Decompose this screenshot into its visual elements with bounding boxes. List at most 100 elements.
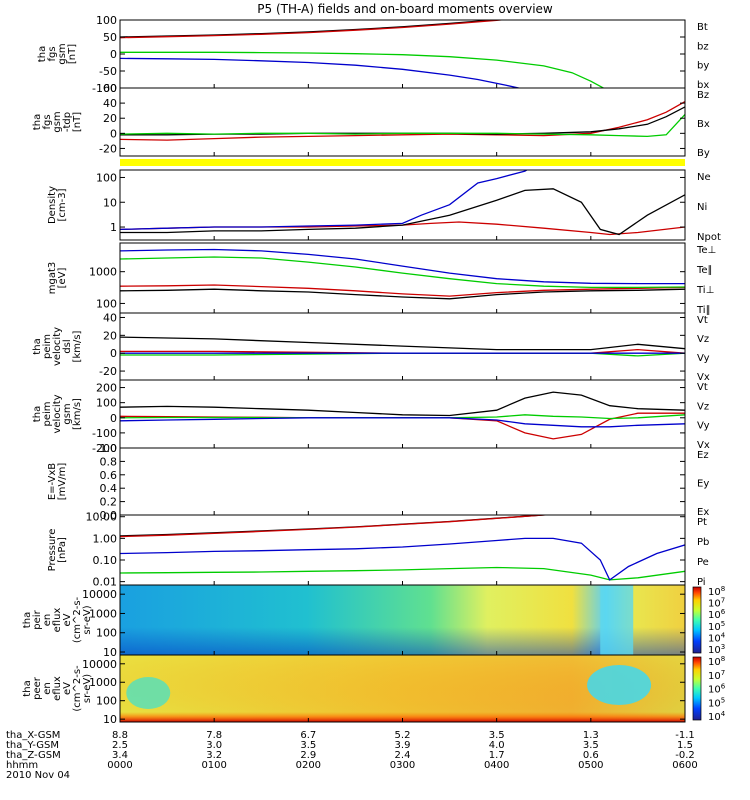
y-tick-label: 0 [110,127,117,140]
y-tick-label: 10000 [82,658,117,671]
y-tick-label: 60 [103,82,117,95]
legend-label: bx [697,80,709,91]
y-label-line: eV [62,613,73,626]
y-axis-label: E=-VxB [mV/m] [47,463,68,501]
panel-frame [119,514,686,586]
y-tick-label: 20 [103,329,117,342]
x-tick-label: 2.4 [395,750,411,761]
x-tick-label: 8.8 [112,730,128,741]
series-line-Te⊥ [120,284,685,297]
y-axis-label: tha peim velocity gsm [km/s] [32,394,83,433]
y-axis-label: tha peir en eflux eV (cm^2-s-sr-eV) [22,596,93,643]
panel-8: Pt Pb Pe Pi 10.00 1.00 0.10 0.01 Pressure [nPa] [47,511,709,589]
series-line-bz [120,20,507,39]
x-tick-label: 3.2 [206,750,222,761]
legend-label: Pb [697,537,709,548]
y-label-line: [nPa] [57,537,68,563]
x-row-label: hhmm [6,760,38,771]
y-tick-label: 200 [96,382,117,395]
series-line-Ti∥ [120,256,685,289]
y-label-line: E=-VxB [47,463,58,500]
y-label-line: en [42,682,53,695]
legend-label: Vx [697,440,710,451]
x-tick-label: 7.8 [206,730,222,741]
y-label-line: [eV] [57,268,68,289]
y-tick-label: 0.8 [100,455,118,468]
series-line-Ni [120,188,685,236]
y-label-line: [km/s] [72,398,83,430]
colorbar-tick-label: 105 [708,696,725,709]
legend-label: Ez [697,450,709,461]
series-line-by [120,51,605,88]
x-tick-label: 3.4 [112,750,128,761]
y-label-line: peim [42,401,53,426]
x-tick-label: 0100 [201,760,226,771]
series-line-Vt [120,391,685,417]
spectrogram-feature [587,665,652,705]
y-tick-label: 1.0 [100,442,118,455]
x-row-label: tha_Z-GSM [6,750,61,761]
spectrogram-feature [600,585,634,655]
y-tick-label: 20 [103,112,117,125]
colorbar-tick-label: 103 [708,643,725,656]
series-line-Te∥ [120,288,685,300]
series-line-Bz [120,101,685,141]
panel-frame [119,87,686,157]
colorbar [692,656,702,721]
x-tick-label: 0200 [296,760,321,771]
y-axis-label: tha fgs gsm [nT] [37,43,78,64]
y-label-line: gsm [52,111,63,132]
legend-label: By [697,148,710,159]
y-label-line: velocity [52,327,63,366]
x-tick-label: 3.5 [300,740,316,751]
panel-5: Vt Vz Vy Vx 40 20 0 -20 tha peim velocity dsl [km/s] [32,311,710,383]
y-label-line: en [42,614,53,627]
y-label-line: tha [32,114,43,130]
colorbar-tick-label: 105 [708,620,725,633]
series-line-Vt [120,336,685,351]
y-tick-label: 100 [96,397,117,410]
x-tick-label: 0000 [107,760,132,771]
y-tick-label: 10 [103,196,117,209]
y-tick-label: 100 [96,627,117,640]
legend-label: Ex [697,507,709,518]
y-label-line: sr-eV) [82,605,93,634]
y-label-line: [km/s] [72,330,83,362]
legend-label: Ey [697,479,709,490]
legend-label: Bx [697,119,710,130]
panel-frame [119,242,686,314]
y-tick-label: 0.10 [93,554,118,567]
y-axis-label: Pressure [nPa] [47,529,68,572]
y-tick-label: 10.00 [86,511,118,524]
y-axis-label: tha fgs gsm -tdp [nT] [32,111,83,132]
y-label-line: tha [22,680,33,696]
y-tick-label: 1000 [89,676,117,689]
colorbar-tick-label: 104 [708,710,726,723]
y-tick-label: -50 [99,65,117,78]
x-tick-label: 0600 [672,760,697,771]
series-line-Pe [120,566,685,581]
legend-label: Vt [697,382,708,393]
y-tick-label: 100 [96,297,117,310]
y-tick-label: 100 [96,14,117,27]
y-label-line: sr-eV) [82,674,93,703]
colorbar [692,586,702,654]
legend-label: Bz [697,90,709,101]
y-label-line: tha [32,338,43,354]
y-tick-label: 1 [110,221,117,234]
x-tick-label: 2.5 [112,740,128,751]
x-tick-label: -0.2 [675,750,695,761]
legend-label: Vz [697,334,709,345]
y-label-line: [nT] [72,112,83,132]
legend-label: Npot [697,232,721,243]
series-line-Pb [120,515,553,538]
x-tick-label: 1.5 [677,740,693,751]
y-label-line: peer [32,676,43,700]
y-tick-label: -20 [99,365,117,378]
panel-3: Ne Ni Npot 100 10 1 Density [cm-3] [47,169,721,243]
legend-label: Ti∥ [696,305,711,316]
y-label-line: [mV/m] [57,463,68,501]
legend-label: Pe [697,557,709,568]
